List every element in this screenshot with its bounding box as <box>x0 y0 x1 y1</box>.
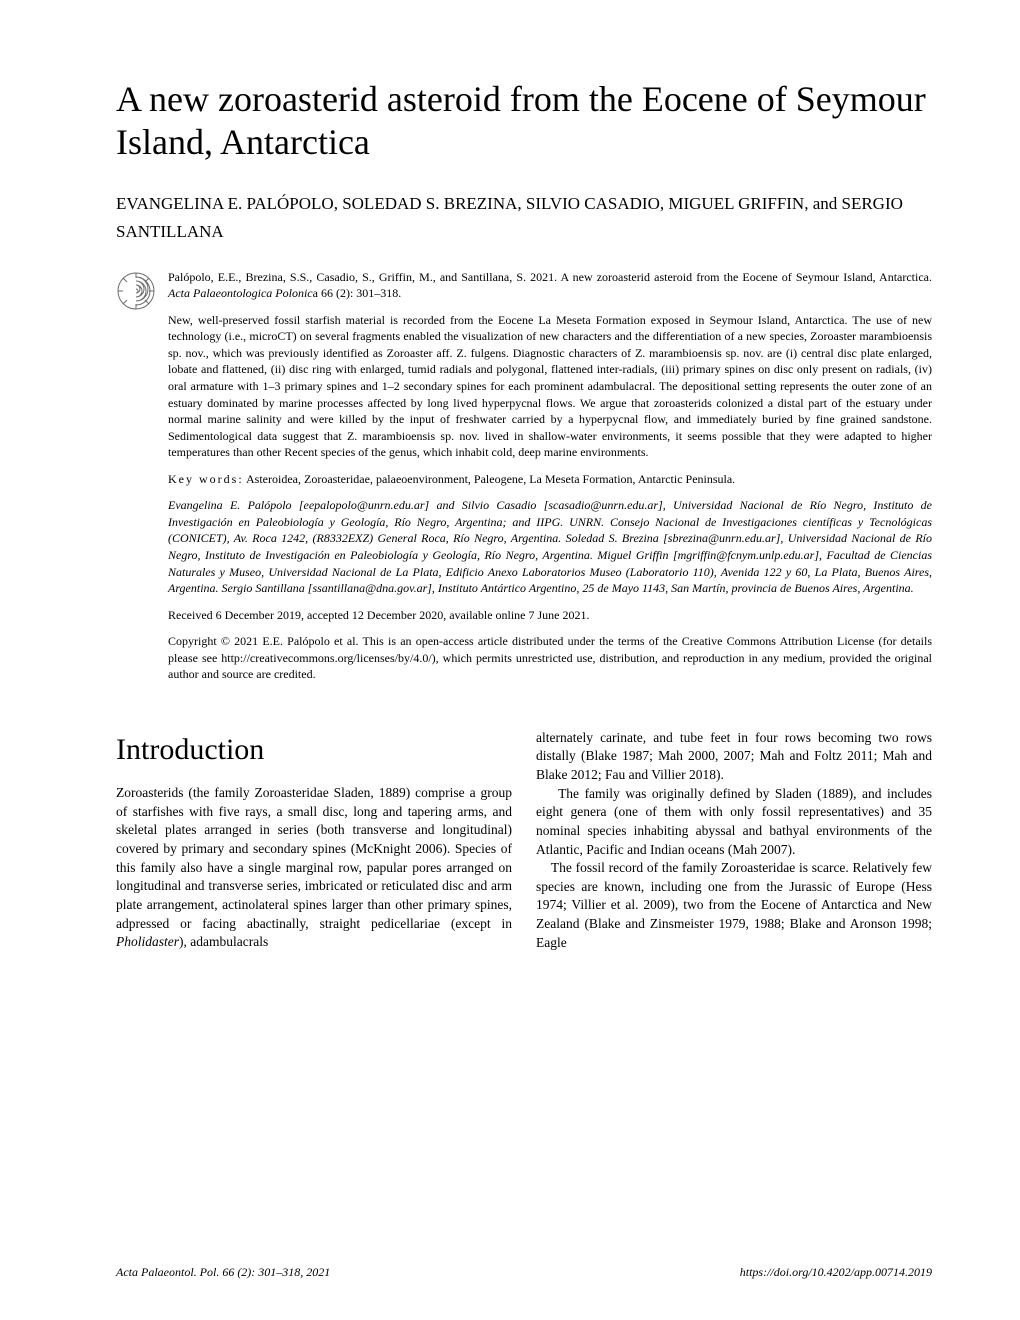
body-columns: Introduction Zoroasterids (the family Zo… <box>116 729 932 953</box>
intro-paragraph-2a: alternately carinate, and tube feet in f… <box>536 729 932 785</box>
intro-paragraph-2c: The fossil record of the family Zoroaste… <box>536 859 932 952</box>
keywords-line: Key words: Asteroidea, Zoroasteridae, pa… <box>168 471 932 488</box>
page: A new zoroasterid asteroid from the Eoce… <box>0 0 1020 992</box>
ammonite-icon <box>116 271 156 311</box>
intro-1-post: ), adambulacrals <box>179 934 268 949</box>
page-footer: Acta Palaeontol. Pol. 66 (2): 301–318, 2… <box>116 1265 932 1280</box>
abstract: New, well-preserved fossil starfish mate… <box>168 312 932 461</box>
citation: Palópolo, E.E., Brezina, S.S., Casadio, … <box>168 269 932 302</box>
journal-logo <box>116 269 156 693</box>
footer-citation: Acta Palaeontol. Pol. 66 (2): 301–318, 2… <box>116 1265 330 1280</box>
authors-line: EVANGELINA E. PALÓPOLO, SOLEDAD S. BREZI… <box>116 190 932 244</box>
section-heading-introduction: Introduction <box>116 729 512 770</box>
intro-1-pre: Zoroasterids (the family Zoroasteridae S… <box>116 785 512 930</box>
article-title: A new zoroasterid asteroid from the Eoce… <box>116 78 932 164</box>
citation-authors: Palópolo, E.E., Brezina, S.S., Casadio, … <box>168 270 932 284</box>
affiliations: Evangelina E. Palópolo [eepalopolo@unrn.… <box>168 497 932 596</box>
meta-text: Palópolo, E.E., Brezina, S.S., Casadio, … <box>168 269 932 693</box>
keywords: Asteroidea, Zoroasteridae, palaeoenviron… <box>244 472 736 486</box>
dates: Received 6 December 2019, accepted 12 De… <box>168 607 932 624</box>
column-1-head: Introduction Zoroasterids (the family Zo… <box>116 729 512 952</box>
intro-paragraph-2b: The family was originally defined by Sla… <box>536 785 932 860</box>
intro-1-taxon: Pholidaster <box>116 934 179 949</box>
copyright: Copyright © 2021 E.E. Palópolo et al. Th… <box>168 633 932 683</box>
citation-journal: Acta Palaeontologica Polonic <box>168 286 313 300</box>
footer-doi: https://doi.org/10.4202/app.00714.2019 <box>740 1265 932 1280</box>
intro-paragraph-1: Zoroasterids (the family Zoroasteridae S… <box>116 784 512 952</box>
citation-suffix: a 66 (2): 301–318. <box>313 286 402 300</box>
meta-block: Palópolo, E.E., Brezina, S.S., Casadio, … <box>116 269 932 693</box>
keywords-label: Key words: <box>168 472 244 486</box>
